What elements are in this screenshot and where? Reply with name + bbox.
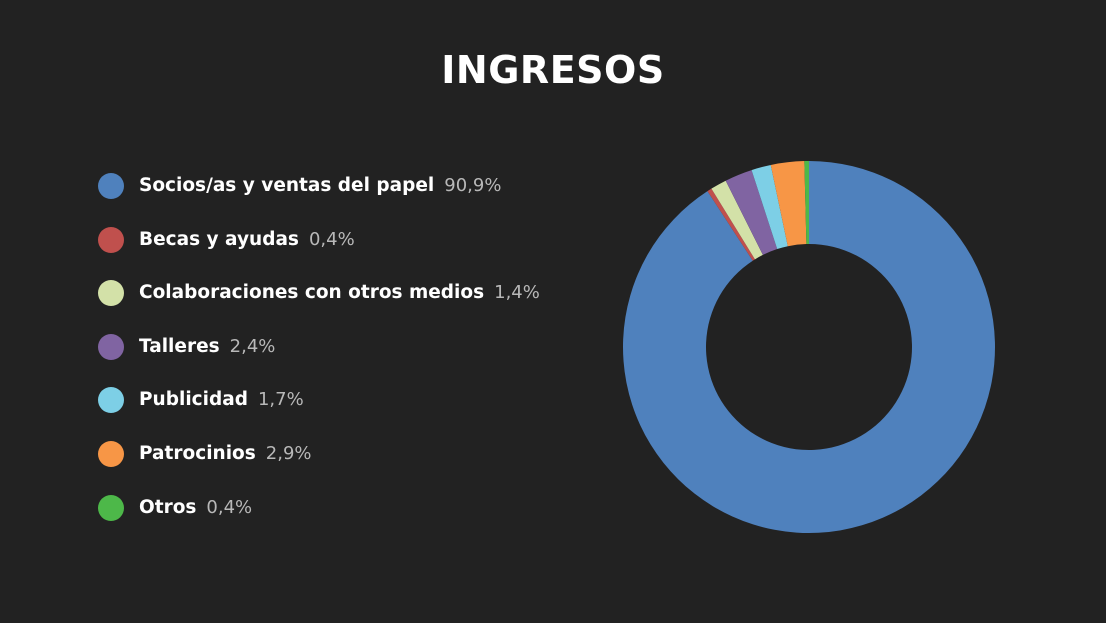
legend-item: Colaboraciones con otros medios 1,4% [98,278,540,332]
legend-label: Patrocinios [139,442,256,464]
legend-label: Colaboraciones con otros medios [139,282,485,304]
legend-swatch [98,226,124,253]
legend-value: 2,4% [229,335,276,357]
chart-legend: Socios/as y ventas del papel 90,9% Becas… [98,171,540,546]
legend-value: 1,7% [257,389,304,411]
legend-label: Becas y ayudas [139,228,299,250]
donut-chart [622,161,995,533]
legend-value: 2,9% [265,442,312,464]
legend-value: 1,4% [494,282,540,304]
legend-swatch [98,387,124,414]
donut-slice [725,170,778,255]
legend-item: Otros 0,4% [98,493,540,547]
legend-item: Talleres 2,4% [98,332,540,386]
legend-swatch [98,333,124,360]
legend-swatch [98,280,124,307]
donut-slice [707,188,755,261]
legend-label: Socios/as y ventas del papel [139,175,435,196]
legend-item: Patrocinios 2,9% [98,439,540,493]
legend-value: 0,4% [206,496,253,518]
legend-swatch [98,494,124,521]
legend-label: Publicidad [139,389,248,411]
donut-slice [804,161,809,245]
legend-label: Talleres [139,335,220,357]
legend-item: Socios/as y ventas del papel 90,9% [98,171,540,225]
donut-slice [622,161,995,533]
legend-swatch [98,173,124,199]
legend-swatch [98,440,124,467]
legend-item: Becas y ayudas 0,4% [98,225,540,279]
chart-title: INGRESOS [441,48,665,92]
donut-slice [711,180,763,260]
legend-value: 90,9% [444,175,502,196]
donut-slice [751,164,788,250]
legend-label: Otros [139,496,197,518]
legend-value: 0,4% [308,228,355,250]
donut-slice [770,161,807,247]
legend-item: Publicidad 1,7% [98,385,540,439]
